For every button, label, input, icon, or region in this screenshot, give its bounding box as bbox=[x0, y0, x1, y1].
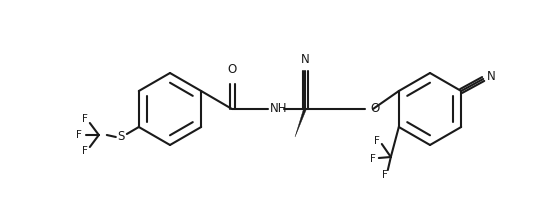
Text: S: S bbox=[117, 131, 124, 143]
Text: F: F bbox=[374, 136, 380, 146]
Text: NH: NH bbox=[270, 102, 287, 116]
Text: F: F bbox=[370, 154, 376, 164]
Polygon shape bbox=[295, 109, 307, 137]
Text: N: N bbox=[487, 70, 496, 82]
Text: F: F bbox=[82, 114, 88, 124]
Text: F: F bbox=[382, 170, 388, 180]
Text: N: N bbox=[301, 53, 309, 66]
Text: O: O bbox=[227, 63, 237, 76]
Text: F: F bbox=[76, 130, 82, 140]
Text: O: O bbox=[370, 102, 379, 116]
Text: F: F bbox=[82, 146, 88, 156]
